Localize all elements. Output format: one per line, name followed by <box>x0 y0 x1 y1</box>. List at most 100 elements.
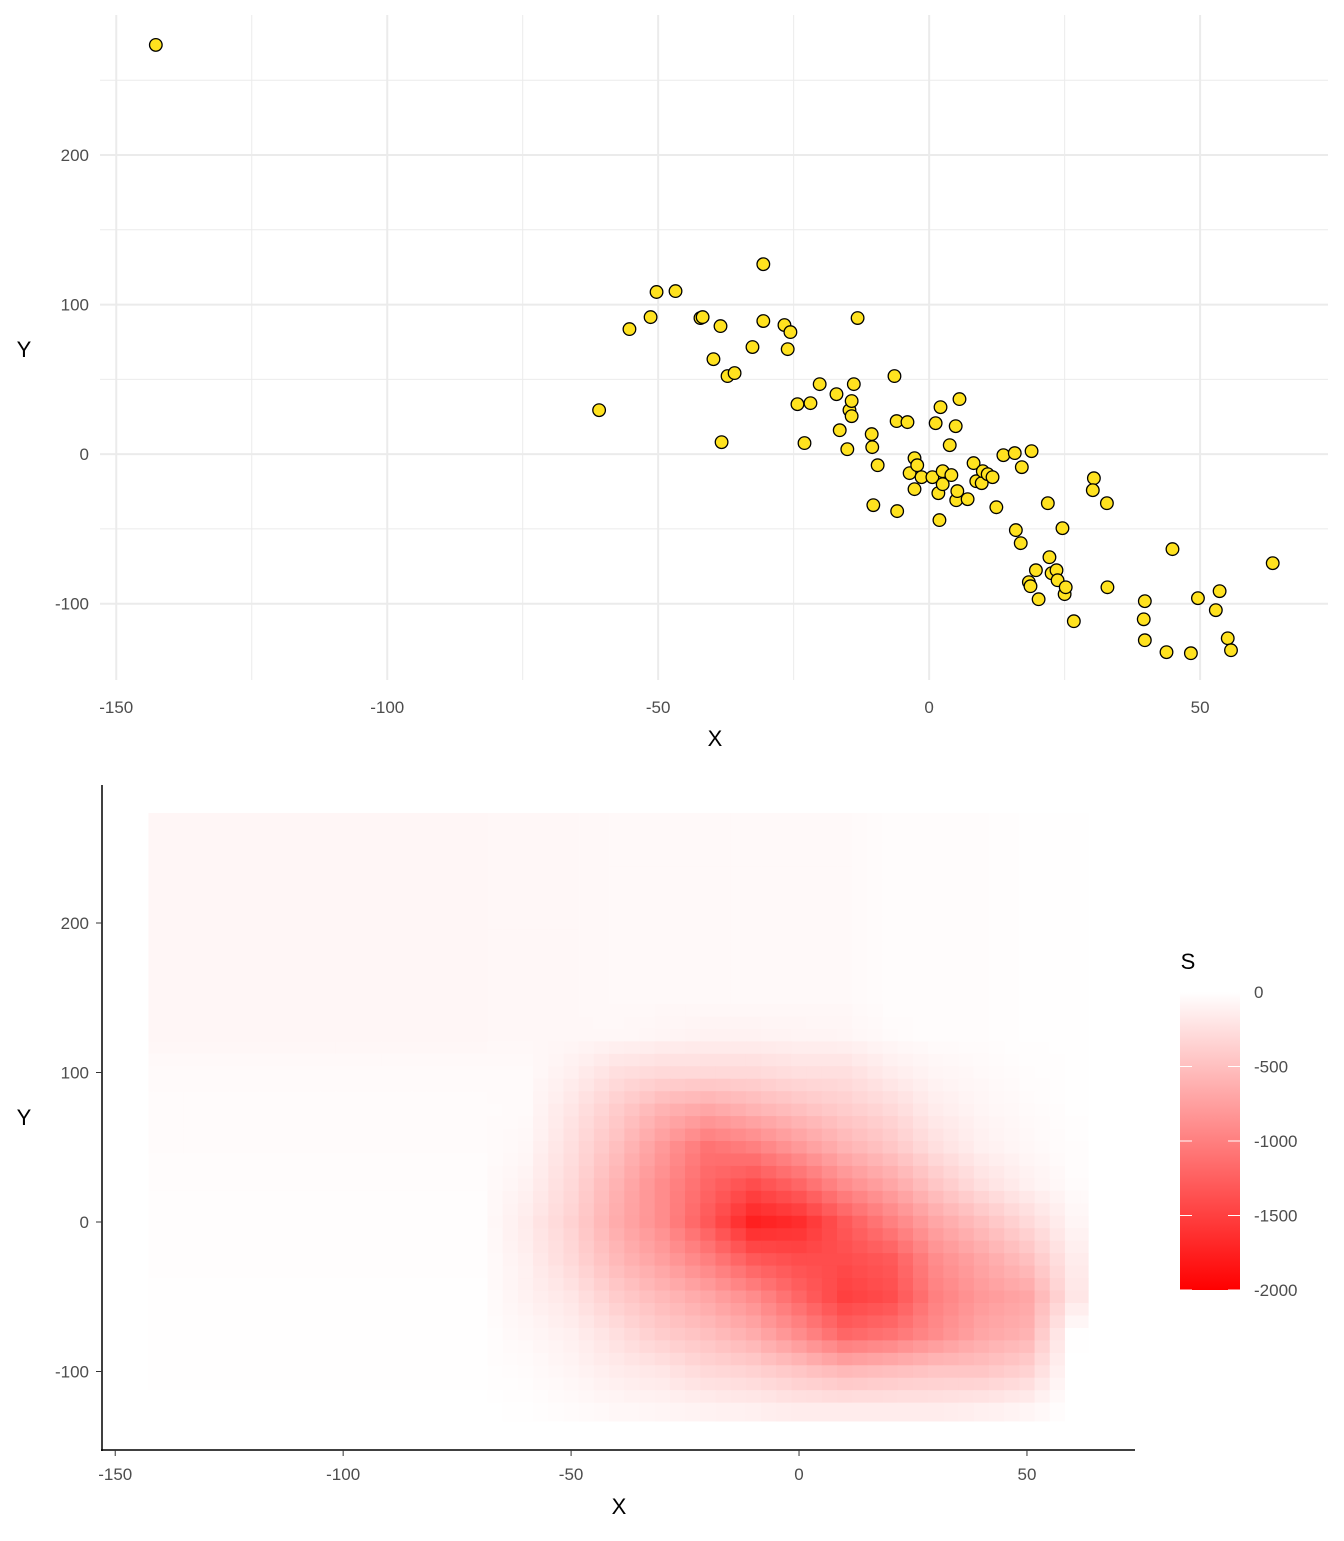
heatmap-tile <box>897 1190 914 1204</box>
heatmap-tile <box>441 891 458 905</box>
heatmap-tile <box>912 954 929 968</box>
heatmap-tile <box>1019 1327 1036 1341</box>
heatmap-tile <box>198 904 215 918</box>
heatmap-tile <box>148 1228 154 1242</box>
heatmap-tile <box>502 966 519 980</box>
heatmap-tile <box>274 1327 291 1341</box>
heatmap-tile <box>198 1240 215 1254</box>
heatmap-tile <box>654 1302 671 1317</box>
data-point <box>756 314 771 328</box>
heatmap-tile <box>837 1228 853 1242</box>
heatmap-tile <box>1004 1141 1020 1155</box>
heatmap-tile <box>639 891 656 905</box>
heatmap-tile <box>912 1078 929 1092</box>
heatmap-tile <box>593 817 610 831</box>
heatmap-tile <box>1004 891 1020 905</box>
heatmap-tile <box>1034 829 1051 843</box>
heatmap-tile <box>350 1203 367 1217</box>
heatmap-tile <box>685 1278 701 1292</box>
heatmap-tile <box>624 1078 641 1092</box>
heatmap-tile <box>244 1215 261 1229</box>
heatmap-tile <box>928 941 944 955</box>
heatmap-tile <box>168 1153 185 1167</box>
heatmap-tile <box>289 1203 306 1217</box>
heatmap-tile <box>487 1253 504 1267</box>
heatmap-tile <box>715 1228 732 1242</box>
heatmap-tile <box>335 1215 352 1229</box>
heatmap-tile <box>1064 829 1081 843</box>
x-tick-label: -150 <box>99 698 133 717</box>
heatmap-tile <box>624 904 641 918</box>
heatmap-tile <box>168 866 185 880</box>
heatmap-tile <box>259 1165 276 1179</box>
heatmap-tile <box>761 966 777 980</box>
heatmap-tile <box>289 1128 306 1142</box>
heatmap-tile <box>168 1053 185 1067</box>
heatmap-tile <box>897 1153 914 1167</box>
heatmap-tile <box>472 1128 489 1142</box>
heatmap-tile <box>730 1078 747 1092</box>
heatmap-tile <box>305 1190 321 1204</box>
heatmap-tile <box>882 1091 899 1105</box>
heatmap-tile <box>867 1103 884 1117</box>
heatmap-tile <box>148 1290 154 1304</box>
heatmap-tile <box>897 1178 914 1192</box>
heatmap-tile <box>837 1278 853 1292</box>
heatmap-tile <box>624 891 641 905</box>
heatmap-tile <box>244 1128 261 1142</box>
heatmap-tile <box>148 1028 154 1042</box>
heatmap-tile <box>365 1278 382 1292</box>
heatmap-tile <box>335 1290 352 1304</box>
heatmap-tile <box>609 1003 625 1018</box>
heatmap-tile <box>148 1340 154 1354</box>
heatmap-tile <box>289 1215 306 1229</box>
heatmap-tile <box>365 916 382 930</box>
heatmap-tile <box>381 1028 397 1042</box>
heatmap-tile <box>882 1390 899 1404</box>
heatmap-tile <box>867 954 884 968</box>
heatmap-tile <box>305 1153 321 1167</box>
heatmap-tile <box>381 1066 397 1080</box>
heatmap-tile <box>335 1327 352 1341</box>
heatmap-tile <box>1080 1078 1089 1092</box>
heatmap-tile <box>168 991 185 1005</box>
heatmap-tile <box>457 1141 473 1155</box>
heatmap-tile <box>1080 954 1089 968</box>
heatmap-tile <box>806 1053 823 1067</box>
heatmap-tile <box>487 1128 504 1142</box>
heatmap-tile <box>517 1178 534 1192</box>
heatmap-tile <box>639 954 656 968</box>
heatmap-tile <box>730 1265 747 1279</box>
heatmap-tile <box>806 1352 823 1366</box>
heatmap-tile <box>669 1390 686 1404</box>
heatmap-tile <box>335 1340 352 1354</box>
heatmap-tile <box>867 1016 884 1030</box>
heatmap-tile <box>168 1302 185 1317</box>
heatmap-tile <box>669 1415 686 1422</box>
heatmap-tile <box>669 1240 686 1254</box>
heatmap-tile <box>988 966 1005 980</box>
heatmap-tile <box>350 979 367 993</box>
heatmap-tile <box>229 991 245 1005</box>
heatmap-tile <box>1080 879 1089 893</box>
heatmap-tile <box>365 1190 382 1204</box>
heatmap-tile <box>289 1003 306 1018</box>
heatmap-tile <box>806 1178 823 1192</box>
heatmap-tile <box>943 904 960 918</box>
heatmap-tile <box>198 1228 215 1242</box>
heatmap-tile <box>198 1390 215 1404</box>
heatmap-tile <box>821 1228 838 1242</box>
heatmap-tile <box>1004 1265 1020 1279</box>
heatmap-tile <box>715 817 732 831</box>
heatmap-tile <box>183 1116 200 1130</box>
data-point <box>592 403 607 418</box>
heatmap-tile <box>609 904 625 918</box>
heatmap-tile <box>198 991 215 1005</box>
heatmap-tile <box>806 1390 823 1404</box>
heatmap-tile <box>973 1352 990 1366</box>
heatmap-tile <box>852 941 869 955</box>
heatmap-tile <box>365 1153 382 1167</box>
heatmap-tile <box>1034 891 1051 905</box>
data-point <box>803 396 818 411</box>
heatmap-tile <box>821 891 838 905</box>
